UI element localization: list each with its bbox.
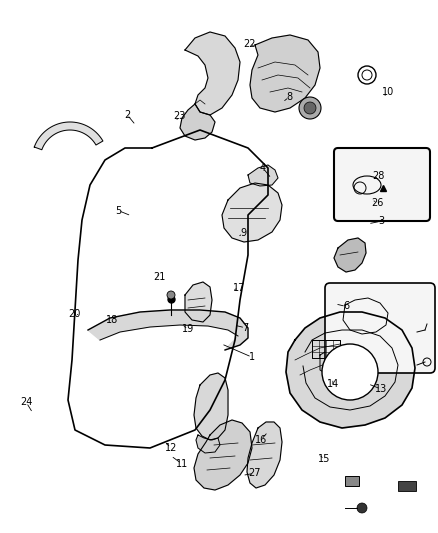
- Text: 4: 4: [260, 163, 266, 173]
- Circle shape: [167, 291, 175, 299]
- Polygon shape: [34, 122, 103, 150]
- Polygon shape: [286, 312, 415, 428]
- Text: 20: 20: [68, 310, 81, 319]
- Text: 11: 11: [176, 459, 188, 469]
- Text: 27: 27: [248, 469, 260, 478]
- Text: 2: 2: [124, 110, 130, 119]
- Text: 9: 9: [240, 229, 246, 238]
- Polygon shape: [185, 282, 212, 322]
- Circle shape: [322, 344, 378, 400]
- Polygon shape: [343, 298, 388, 334]
- Polygon shape: [248, 165, 278, 186]
- Polygon shape: [334, 238, 366, 272]
- Text: 3: 3: [378, 216, 384, 226]
- Text: 14: 14: [327, 379, 339, 389]
- Text: 18: 18: [106, 315, 118, 325]
- Polygon shape: [320, 348, 348, 376]
- Text: 28: 28: [373, 171, 385, 181]
- Bar: [345, 476, 359, 486]
- Bar: [312, 340, 340, 358]
- Text: 10: 10: [381, 87, 394, 97]
- Polygon shape: [247, 422, 282, 488]
- Text: 26: 26: [371, 198, 384, 207]
- Text: 17: 17: [233, 283, 245, 293]
- Text: 6: 6: [343, 302, 349, 311]
- Text: 24: 24: [20, 398, 32, 407]
- FancyBboxPatch shape: [325, 283, 435, 373]
- Polygon shape: [250, 35, 320, 112]
- Text: 23: 23: [173, 111, 186, 121]
- Text: 15: 15: [318, 455, 330, 464]
- Text: 16: 16: [255, 435, 267, 445]
- Text: 13: 13: [375, 384, 387, 394]
- Circle shape: [357, 503, 367, 513]
- Bar: [398, 481, 416, 491]
- Polygon shape: [194, 420, 252, 490]
- Text: 19: 19: [182, 324, 194, 334]
- Text: 22: 22: [244, 39, 256, 49]
- Circle shape: [304, 102, 316, 114]
- FancyBboxPatch shape: [334, 148, 430, 221]
- Polygon shape: [196, 435, 220, 453]
- Polygon shape: [180, 104, 215, 140]
- Polygon shape: [194, 373, 228, 440]
- Text: 5: 5: [115, 206, 121, 215]
- Text: 1: 1: [249, 352, 255, 362]
- Text: 12: 12: [165, 443, 177, 453]
- Polygon shape: [222, 183, 282, 242]
- Text: 21: 21: [154, 272, 166, 282]
- Polygon shape: [362, 300, 405, 338]
- Circle shape: [299, 97, 321, 119]
- Polygon shape: [185, 32, 240, 115]
- Text: 7: 7: [242, 323, 248, 333]
- Text: 8: 8: [286, 92, 292, 102]
- Polygon shape: [88, 310, 248, 350]
